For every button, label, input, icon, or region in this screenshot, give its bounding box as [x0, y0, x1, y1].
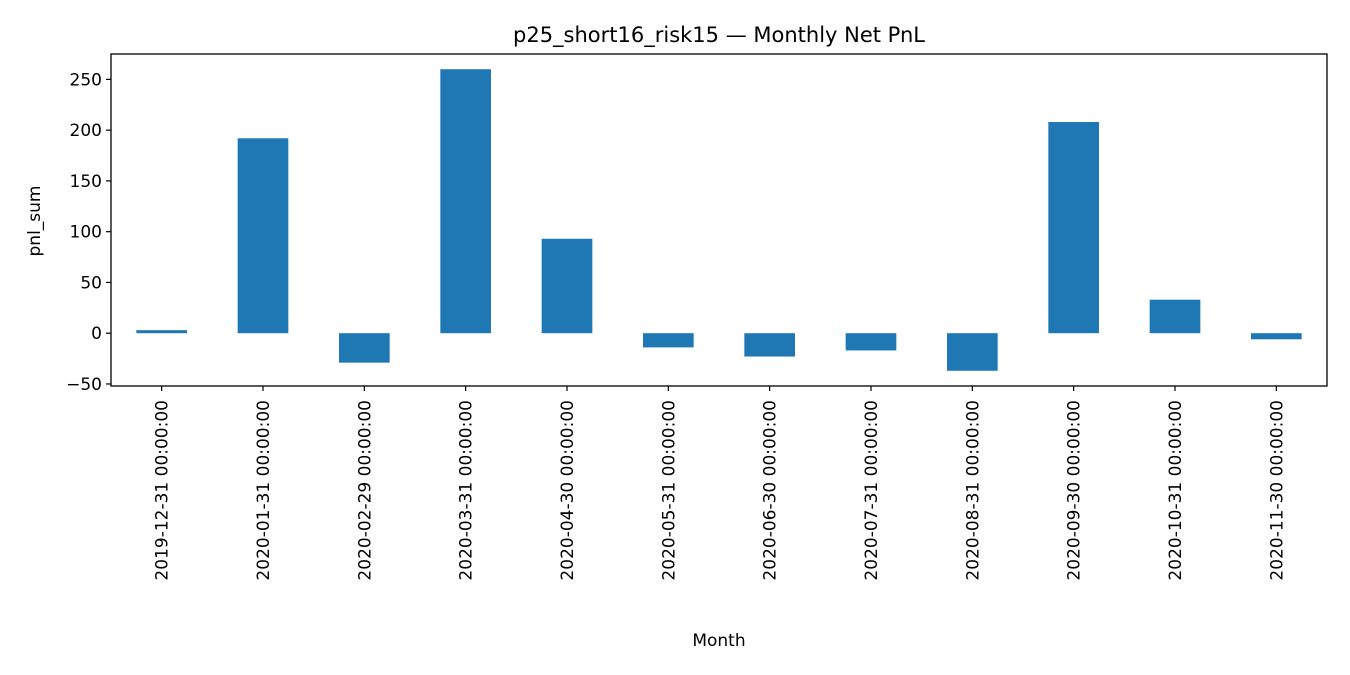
- y-tick-label: 200: [70, 121, 102, 141]
- bar: [339, 333, 390, 363]
- y-tick-label: 150: [70, 172, 102, 192]
- bar: [643, 333, 694, 348]
- bars-group: [136, 69, 1302, 371]
- bar: [1048, 122, 1099, 334]
- bar: [541, 238, 593, 334]
- bar: [1149, 299, 1201, 334]
- bar: [947, 333, 998, 371]
- y-tick-label: −50: [66, 375, 102, 395]
- bar: [237, 138, 289, 334]
- x-tick-label: 2020-01-31 00:00:00: [254, 400, 274, 581]
- x-axis-title: Month: [692, 631, 745, 651]
- x-tick-label: 2020-04-30 00:00:00: [558, 400, 578, 581]
- x-tick-label: 2020-10-31 00:00:00: [1166, 400, 1186, 581]
- y-tick-label: 0: [91, 324, 102, 344]
- bar: [845, 333, 897, 351]
- y-tick-label: 250: [70, 70, 102, 90]
- x-tick-label: 2020-08-31 00:00:00: [963, 400, 983, 581]
- bar: [1251, 333, 1302, 340]
- y-tick-label: 100: [70, 223, 102, 243]
- x-axis: 2019-12-31 00:00:00 2020-01-31 00:00:00 20…: [153, 386, 1287, 581]
- y-tick-label: 50: [80, 273, 102, 293]
- x-tick-label: 2020-07-31 00:00:00: [862, 400, 882, 581]
- x-tick-label: 2019-12-31 00:00:00: [153, 400, 173, 581]
- y-axis: −50 0 50 100 150 200 250: [66, 70, 111, 395]
- x-tick-label: 2020-03-31 00:00:00: [457, 400, 477, 581]
- bar: [744, 333, 795, 357]
- bar: [136, 330, 187, 334]
- x-tick-label: 2020-02-29 00:00:00: [355, 400, 375, 581]
- bar: [440, 69, 491, 334]
- x-tick-label: 2020-11-30 00:00:00: [1267, 400, 1287, 581]
- chart-title: p25_short16_risk15 — Monthly Net PnL: [513, 23, 925, 48]
- x-tick-label: 2020-09-30 00:00:00: [1065, 400, 1085, 581]
- plot-frame: [110, 53, 1328, 387]
- x-tick-label: 2020-06-30 00:00:00: [761, 400, 781, 581]
- y-axis-title: pnl_sum: [25, 186, 45, 257]
- x-tick-label: 2020-05-31 00:00:00: [659, 400, 679, 581]
